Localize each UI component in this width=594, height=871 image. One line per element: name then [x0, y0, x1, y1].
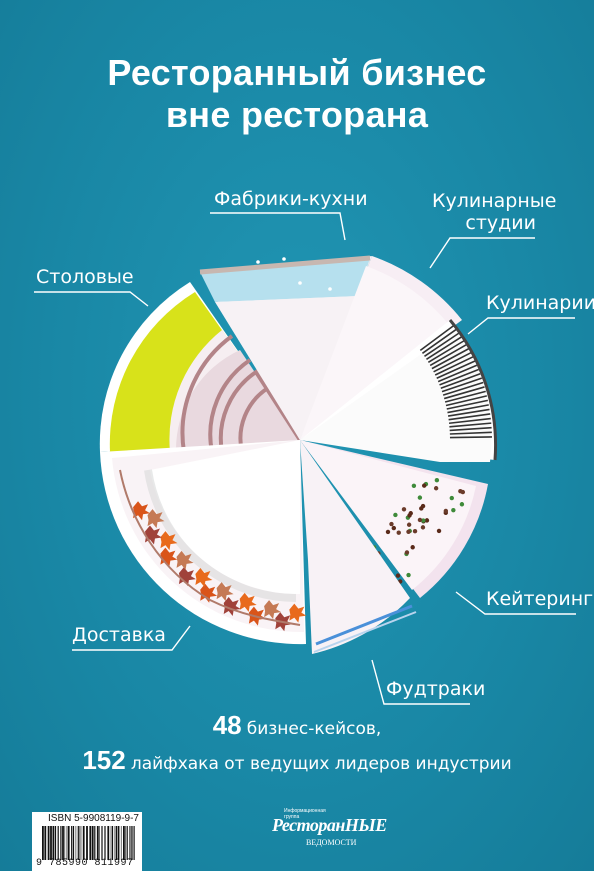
label-studios: Кулинарные студии — [432, 190, 557, 234]
publisher-name: РесторанНЫЕ — [272, 815, 387, 835]
label-catering: Кейтеринг — [486, 588, 594, 610]
isbn-label: ISBN 5-9908119-9-7 — [48, 813, 139, 824]
isbn-barcode: ISBN 5-9908119-9-7 9 785990 811997 — [32, 812, 142, 871]
foodtruck-plate — [300, 440, 417, 654]
catering-plate — [300, 440, 488, 598]
publisher-logo: Информационная группа РесторанНЫЕ ВЕДОМО… — [272, 808, 387, 854]
publisher-sub: ВЕДОМОСТИ — [306, 838, 357, 847]
culinary-plate — [300, 319, 498, 462]
pointer-lines — [34, 212, 576, 705]
label-delivery: Доставка — [72, 624, 166, 646]
canteen-plate — [99, 282, 302, 453]
tagline-num-2: 152 — [82, 745, 126, 775]
title-line-1: Ресторанный бизнес — [107, 52, 487, 93]
label-factories: Фабрики-кухни — [214, 188, 368, 210]
culinary-studio-plate — [300, 256, 462, 440]
barcode-bars — [42, 826, 135, 860]
tagline-text-2: лайфхака от ведущих лидеров индустрии — [130, 754, 512, 774]
label-canteens: Столовые — [36, 266, 134, 288]
label-studios-line2: студии — [465, 212, 536, 234]
barcode-digits: 9 785990 811997 — [36, 858, 134, 869]
tagline-line-1: 48 бизнес-кейсов, — [0, 710, 594, 741]
title-line-2: вне ресторана — [165, 94, 429, 135]
cover-title: Ресторанный бизнес вне ресторана — [0, 52, 594, 136]
label-studios-line1: Кулинарные — [432, 190, 557, 212]
tagline-text-1: бизнес-кейсов, — [246, 719, 382, 739]
tagline-line-2: 152 лайфхака от ведущих лидеров индустри… — [0, 745, 594, 776]
label-foodtrucks: Фудтраки — [386, 678, 486, 700]
publisher-small-text: Информационная группа — [284, 808, 326, 820]
factory-kitchen-plate — [199, 255, 372, 440]
delivery-plate — [100, 440, 307, 645]
tagline-num-1: 48 — [212, 710, 242, 740]
label-culinary: Кулинарии — [486, 292, 594, 314]
